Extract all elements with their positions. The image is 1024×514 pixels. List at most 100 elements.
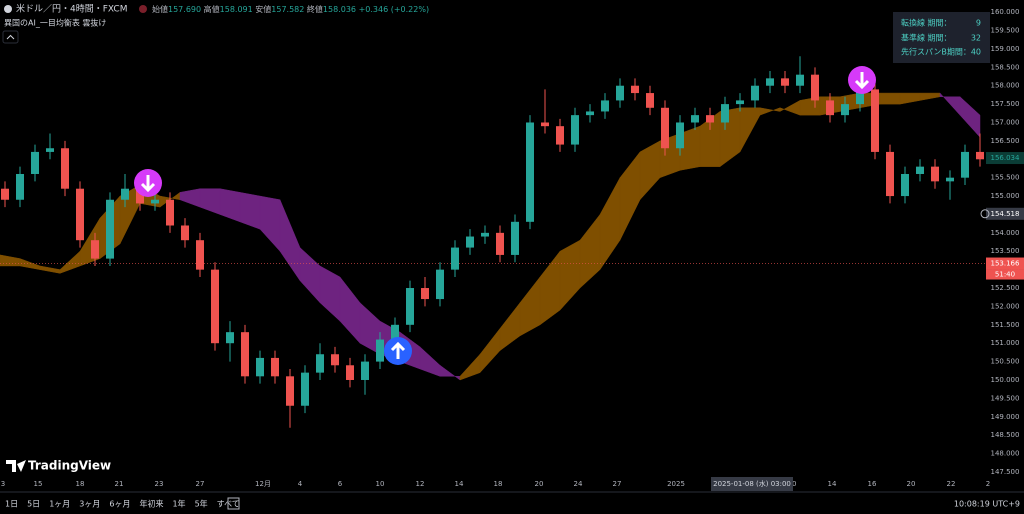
- y-tick-label: 160.000: [991, 8, 1020, 16]
- candle-body: [631, 85, 639, 94]
- candle-body: [211, 269, 219, 344]
- x-tick-label: 21: [115, 480, 124, 488]
- collapse-button[interactable]: [2, 30, 19, 44]
- sell-signal: [134, 169, 162, 197]
- range-button[interactable]: 5日: [27, 500, 40, 509]
- marked-price-tag: 153.166: [991, 260, 1020, 268]
- crosshair-add-button[interactable]: [980, 209, 990, 219]
- range-button[interactable]: 1年: [172, 499, 185, 509]
- settings-panel: [893, 12, 990, 63]
- y-tick-label: 159.000: [991, 45, 1020, 53]
- candle-body: [181, 225, 189, 241]
- y-tick-label: 154.000: [991, 229, 1020, 237]
- candle-body: [391, 324, 399, 340]
- setting-value: 9: [976, 19, 981, 28]
- x-tick-label: 20: [907, 480, 916, 488]
- candle-body: [871, 89, 879, 152]
- candle-body: [931, 166, 939, 182]
- date-range-button[interactable]: [227, 497, 240, 510]
- y-tick-label: 149.000: [991, 413, 1020, 421]
- flag-icon: [4, 5, 12, 13]
- crosshair-price-tag: 154.518: [991, 210, 1020, 218]
- candle-body: [421, 288, 429, 300]
- candle-body: [286, 376, 294, 406]
- candle-body: [601, 100, 609, 112]
- candle-body: [271, 357, 279, 377]
- candle-body: [361, 361, 369, 380]
- range-button[interactable]: 1日: [5, 500, 18, 509]
- candle-body: [511, 221, 519, 255]
- y-tick-label: 150.000: [991, 376, 1020, 384]
- candle-body: [751, 85, 759, 101]
- setting-value: 32: [971, 34, 981, 43]
- candle-body: [466, 236, 474, 248]
- y-tick-label: 155.500: [991, 174, 1020, 182]
- range-button[interactable]: 3ヶ月: [79, 500, 100, 509]
- y-tick-label: 159.500: [991, 27, 1020, 35]
- candle-body: [61, 148, 69, 189]
- marked-price-tag-bg: [986, 257, 1024, 270]
- candle-body: [886, 151, 894, 197]
- ohlc: 始値157.690 高値158.091 安値157.582 終値158.036 …: [152, 4, 429, 14]
- y-tick-label: 149.500: [991, 394, 1020, 402]
- x-tick-label: 22: [947, 480, 956, 488]
- candle-body: [616, 85, 624, 101]
- ohlc-label: 高値: [204, 4, 220, 14]
- symbol: 米ドル／円・4時間・FXCM: [16, 3, 127, 15]
- x-tick-label: 23: [155, 480, 164, 488]
- candle-body: [16, 173, 24, 200]
- indicator-name: 異国のAI_一目均衡表 雲抜け: [4, 18, 106, 28]
- setting-value: 40: [971, 48, 981, 57]
- candle-body: [151, 199, 159, 204]
- y-tick-label: 148.500: [991, 431, 1020, 439]
- candle-body: [106, 199, 114, 259]
- x-tick-label: 4: [298, 480, 303, 488]
- candle-body: [766, 78, 774, 86]
- y-tick-label: 152.000: [991, 302, 1020, 310]
- candle-body: [541, 122, 549, 127]
- ohlc-value: 157.582: [271, 5, 304, 14]
- last-price-tag: 156.034: [991, 154, 1020, 162]
- candle-body: [376, 339, 384, 362]
- ohlc-value: 157.690: [168, 5, 201, 14]
- candle-body: [136, 188, 144, 204]
- candle-body: [436, 269, 444, 300]
- candle-body: [841, 104, 849, 116]
- ohlc-value: 158.036: [323, 5, 356, 14]
- range-button[interactable]: 年初来: [139, 499, 163, 509]
- y-tick-label: 158.500: [991, 63, 1020, 71]
- candle-body: [691, 115, 699, 123]
- candle-body: [781, 78, 789, 86]
- candle-body: [826, 100, 834, 116]
- x-tick-label: 18: [76, 480, 85, 488]
- y-tick-label: 148.000: [991, 450, 1020, 458]
- candle-body: [721, 104, 729, 123]
- range-button[interactable]: 1ヶ月: [49, 500, 70, 509]
- candle-body: [346, 365, 354, 380]
- y-tick-label: 157.000: [991, 118, 1020, 126]
- x-tick-label: 18: [494, 480, 503, 488]
- candle-body: [226, 332, 234, 344]
- y-tick-label: 153.500: [991, 247, 1020, 255]
- x-tick-label: 27: [613, 480, 622, 488]
- candle-body: [31, 151, 39, 174]
- x-tick-label: 2: [986, 480, 990, 488]
- range-button[interactable]: 6ヶ月: [109, 500, 130, 509]
- candle-body: [256, 357, 264, 377]
- ohlc-value: 158.091: [220, 5, 253, 14]
- ohlc-label: 終値: [307, 4, 323, 14]
- ohlc-label: 安値: [255, 4, 271, 14]
- x-tick-label: 10: [376, 480, 385, 488]
- x-tick-label: 20: [535, 480, 544, 488]
- crosshair-price-tag-bg: [986, 207, 1024, 220]
- range-button[interactable]: 5年: [195, 499, 208, 509]
- candle-body: [961, 151, 969, 178]
- watermark: TradingView: [28, 459, 111, 473]
- kumo-cloud: [959, 96, 981, 138]
- candle-body: [661, 107, 669, 149]
- y-tick-label: 158.000: [991, 82, 1020, 90]
- setting-label: 先行スパンB期間：: [901, 47, 971, 57]
- x-tick-label: 2025: [667, 480, 685, 488]
- candle-body: [91, 240, 99, 259]
